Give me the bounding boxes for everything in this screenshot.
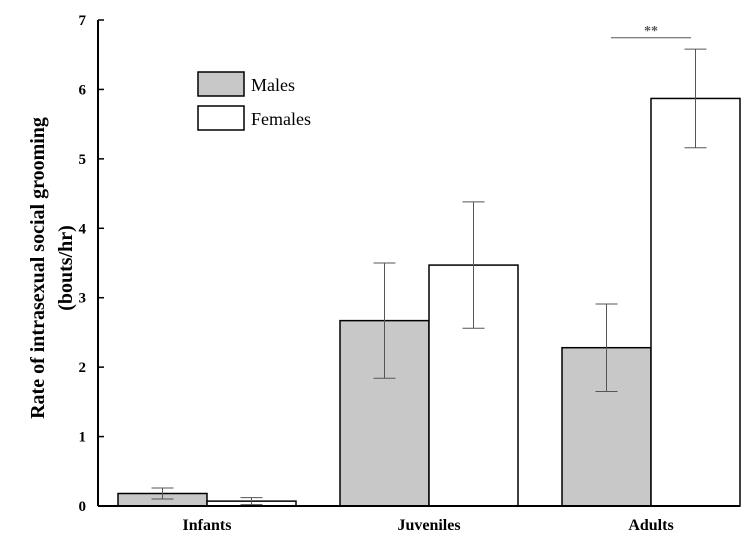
y-tick-label-6: 6 xyxy=(79,82,87,98)
x-tick-label-infants: Infants xyxy=(183,517,232,534)
legend-swatch-females xyxy=(197,105,245,131)
y-axis-label-line1: Rate of intrasexual social grooming xyxy=(27,117,49,419)
legend: Males Females xyxy=(197,71,311,131)
x-tick-label-juveniles: Juveniles xyxy=(397,517,460,534)
legend-label-males: Males xyxy=(251,75,295,95)
y-tick-label-1: 1 xyxy=(79,430,87,446)
error-bar-females-juveniles xyxy=(462,201,485,329)
y-tick-label-3: 3 xyxy=(79,291,87,307)
legend-swatch-males xyxy=(197,71,245,97)
bar-females-adults xyxy=(650,97,741,507)
legend-label-females: Females xyxy=(251,109,311,129)
y-axis-label: Rate of intrasexual social grooming (bou… xyxy=(27,117,77,419)
plot-area: 0 1 2 3 4 5 6 7 Infants Juveniles Adults ** xyxy=(79,13,741,534)
y-tick-label-4: 4 xyxy=(79,221,87,237)
significance-marker: ** xyxy=(644,24,658,39)
y-axis-label-line2: (bouts/hr) xyxy=(55,225,77,311)
error-bar-males-juveniles xyxy=(373,262,396,379)
error-bar-males-adults xyxy=(595,303,618,392)
y-tick-label-5: 5 xyxy=(79,152,87,168)
error-bar-males-infants xyxy=(151,487,174,500)
error-bar-females-adults xyxy=(684,48,707,149)
error-bar-females-infants xyxy=(240,497,263,506)
y-tick-label-2: 2 xyxy=(79,360,87,376)
y-tick-label-7: 7 xyxy=(79,13,87,29)
x-tick-label-adults: Adults xyxy=(628,517,673,534)
y-tick-label-0: 0 xyxy=(79,499,87,515)
